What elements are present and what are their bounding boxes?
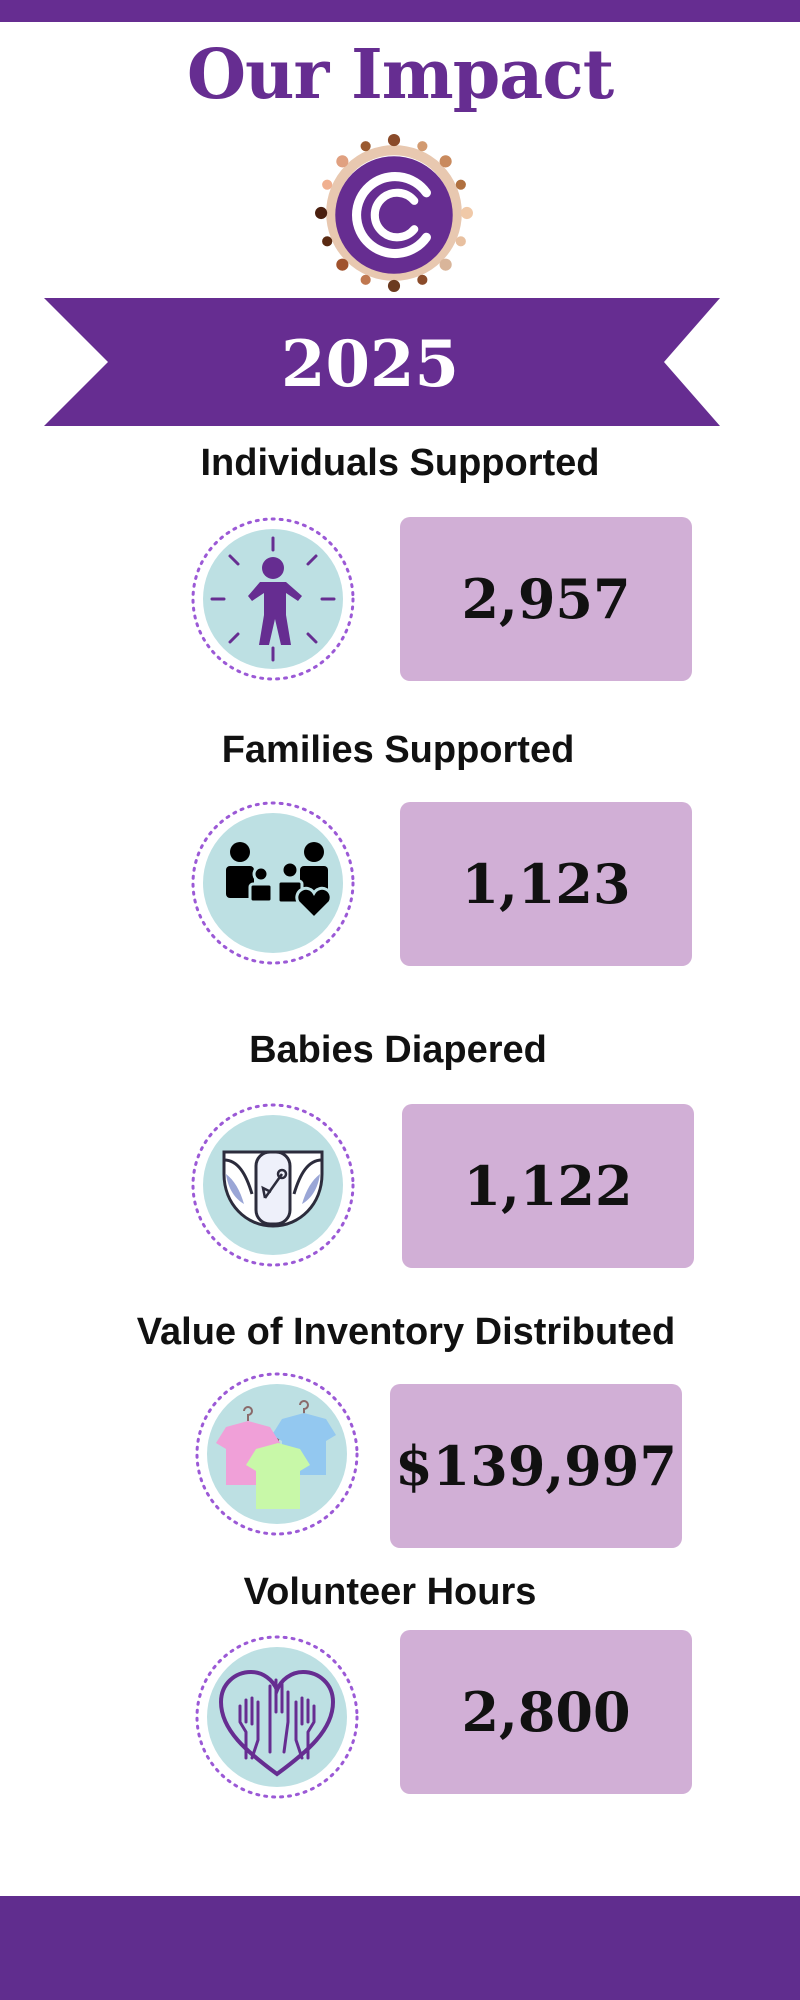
child-figure-icon	[191, 517, 355, 681]
stat-label-volunteer: Volunteer Hours	[243, 1571, 537, 1613]
clothing-hangers-icon	[195, 1372, 359, 1536]
organization-logo	[315, 134, 473, 292]
diaper-icon	[191, 1103, 355, 1267]
family-heart-icon	[191, 801, 355, 965]
stat-label-individuals: Individuals Supported	[200, 442, 600, 484]
stat-value-families: 1,123	[400, 802, 692, 966]
people-ring	[315, 134, 473, 292]
stat-label-inventory: Value of Inventory Distributed	[136, 1311, 676, 1353]
top-bar	[0, 0, 800, 22]
stat-value-inventory: $139,997	[390, 1384, 682, 1548]
stat-label-families: Families Supported	[221, 729, 575, 771]
stat-value-volunteer: 2,800	[400, 1630, 692, 1794]
stat-value-babies: 1,122	[402, 1104, 694, 1268]
year-label: 2025	[280, 327, 460, 402]
bottom-bar	[0, 1896, 800, 2000]
year-banner	[44, 298, 720, 426]
stat-label-babies: Babies Diapered	[249, 1029, 547, 1071]
page-title: Our Impact	[186, 35, 614, 115]
stat-value-individuals: 2,957	[400, 517, 692, 681]
hands-heart-icon	[195, 1635, 359, 1799]
